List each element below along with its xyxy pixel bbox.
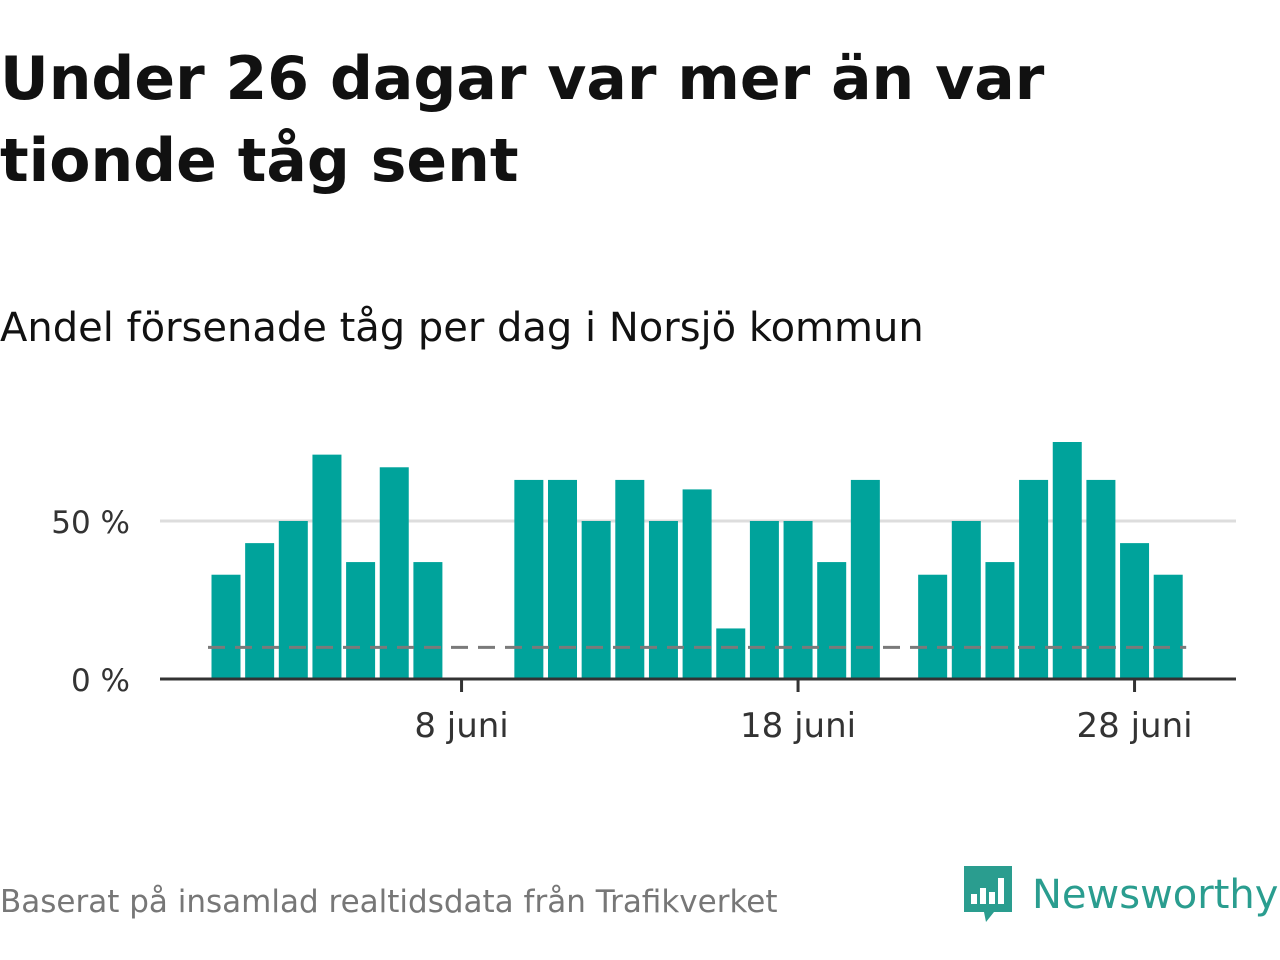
bar [817,562,847,679]
x-tick-label: 28 juni [1077,706,1193,746]
x-tick-label: 8 juni [414,706,508,746]
bar [850,479,880,679]
bar [918,574,948,679]
bar [985,562,1015,679]
bar [379,467,409,679]
chart-title: Under 26 dagar var mer än var tionde tåg… [0,44,1045,196]
bar [783,521,813,679]
bar [1120,543,1150,679]
brand-name: Newsworthy [1032,872,1279,918]
brand-logo: Newsworthy [962,862,1278,928]
bar [346,562,376,679]
bar [648,521,678,679]
source-note: Baserat på insamlad realtidsdata från Tr… [0,884,778,920]
bar [245,543,275,679]
y-tick-label: 0 % [71,663,130,699]
bar [951,521,981,679]
bar [514,479,544,679]
chart-subtitle: Andel försenade tåg per dag i Norsjö kom… [0,305,924,351]
bar [749,521,779,679]
bar [413,562,443,679]
bar [1153,574,1183,679]
bar [682,489,712,679]
bar [716,628,746,679]
bar [581,521,611,679]
bar [1086,479,1116,679]
bar-chart: 0 % 50 % 8 juni 18 juni 28 juni [51,442,1236,746]
bar [211,574,241,679]
bar [548,479,577,679]
bar [1052,442,1082,679]
bar [1019,479,1049,679]
y-tick-label: 50 % [51,505,130,541]
x-tick-label: 18 juni [740,706,856,746]
bar [278,521,308,679]
bar [312,454,342,679]
bar [615,479,645,679]
newsworthy-logo-icon [964,866,1012,922]
